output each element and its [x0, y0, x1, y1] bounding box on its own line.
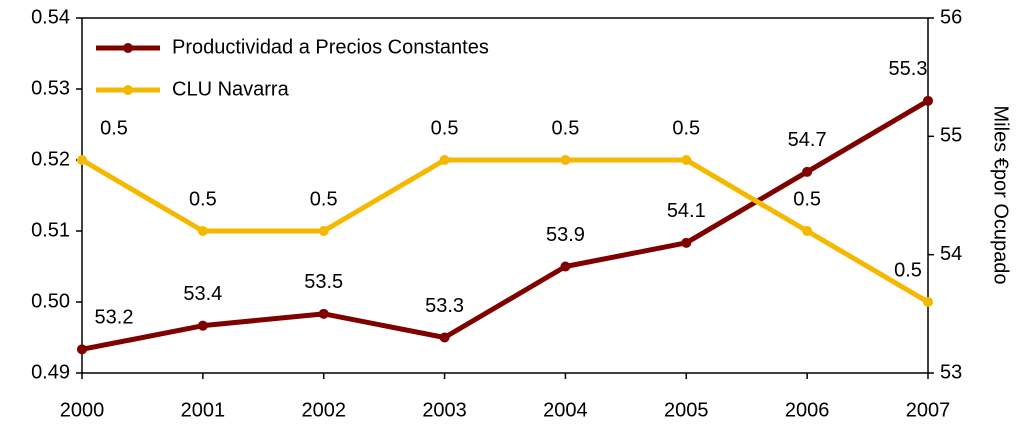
point	[923, 95, 933, 106]
point	[439, 155, 450, 165]
data-label: 53.9	[546, 224, 585, 246]
point	[439, 332, 450, 343]
x-tick-label: 2005	[664, 399, 709, 421]
point	[681, 237, 692, 248]
data-label: 53.3	[425, 295, 464, 317]
x-tick-label: 2001	[181, 399, 226, 421]
y-tick-label: 0.52	[31, 148, 70, 170]
series-line	[81, 98, 930, 352]
legend-label: CLU Navarra	[172, 78, 290, 100]
y-tick-label: 0.53	[31, 77, 70, 99]
y2-tick-label: 53	[940, 361, 962, 383]
legend-marker	[123, 43, 133, 53]
point	[802, 166, 813, 177]
y2-tick-label: 56	[940, 6, 962, 28]
point	[681, 155, 692, 165]
data-label: 54.7	[788, 129, 827, 151]
data-label: 53.4	[183, 283, 222, 305]
y2-tick-label: 55	[940, 125, 962, 147]
x-tick-label: 2004	[543, 399, 588, 421]
point	[77, 155, 87, 165]
point	[560, 155, 571, 165]
point	[318, 308, 329, 319]
data-label: 0.5	[793, 188, 821, 210]
y-tick-label: 0.49	[31, 361, 70, 383]
data-label: 0.5	[100, 117, 128, 139]
point	[77, 344, 87, 355]
x-tick-label: 2003	[422, 399, 467, 421]
legend-marker	[123, 85, 133, 95]
x-tick-label: 2006	[785, 399, 830, 421]
data-label: 0.5	[672, 117, 700, 139]
plot-border	[81, 17, 929, 374]
y-tick-label: 0.54	[31, 6, 70, 28]
y2-axis-label: Miles €por Ocupado	[990, 106, 1012, 285]
point	[318, 226, 329, 236]
x-tick-label: 2000	[60, 399, 105, 421]
data-label: 54.1	[667, 200, 706, 222]
point	[197, 320, 208, 331]
x-tick-label: 2002	[301, 399, 346, 421]
x-tick-label: 2007	[906, 399, 951, 421]
point	[923, 297, 933, 307]
data-label: 53.5	[304, 271, 343, 293]
data-label: 0.5	[431, 117, 459, 139]
point	[802, 226, 813, 236]
point	[197, 226, 208, 236]
y-tick-label: 0.51	[31, 219, 70, 241]
point	[560, 261, 571, 272]
legend-label: Productividad a Precios Constantes	[172, 36, 489, 58]
data-label: 53.2	[95, 307, 134, 329]
series-line	[80, 157, 930, 305]
y2-tick-label: 54	[940, 243, 962, 265]
data-label: 0.5	[189, 188, 217, 210]
data-label: 0.5	[552, 117, 580, 139]
data-label: 0.5	[310, 188, 338, 210]
y-tick-label: 0.50	[31, 290, 70, 312]
data-label: 55.3	[889, 58, 928, 80]
data-label: 0.5	[894, 259, 922, 281]
